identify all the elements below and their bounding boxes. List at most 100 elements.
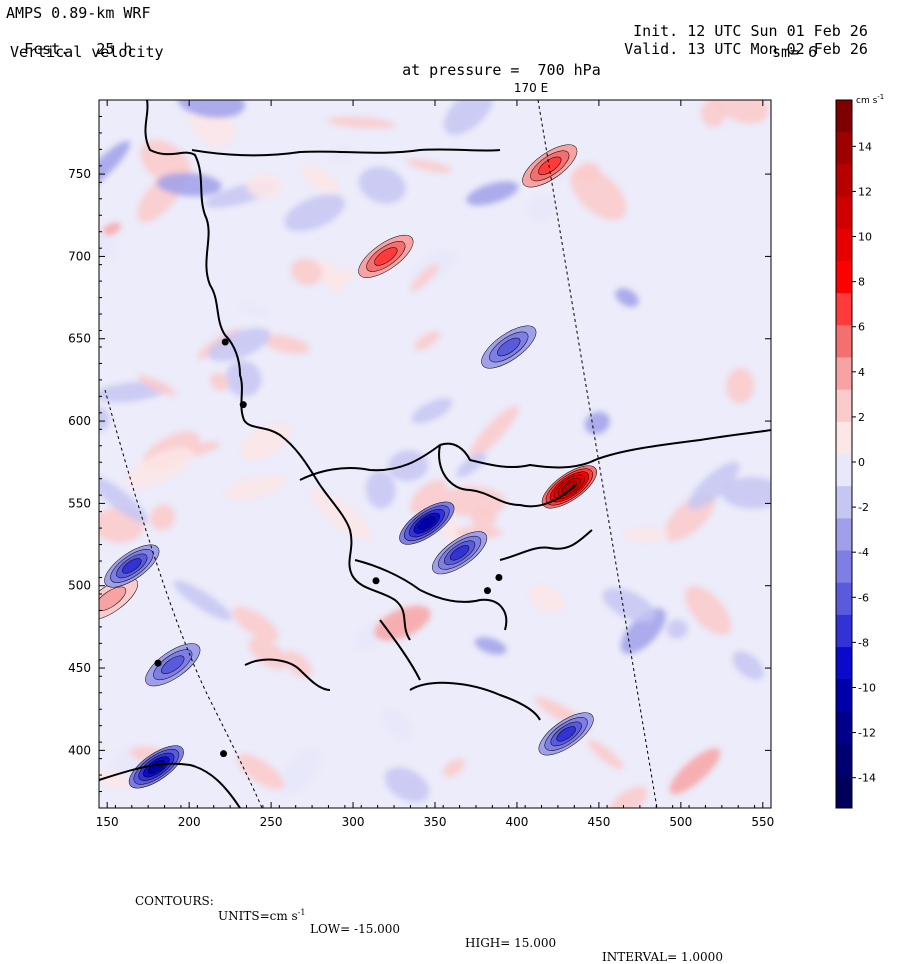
- y-tick-label: 750: [68, 167, 91, 181]
- colorbar-bin: [836, 743, 852, 777]
- colorbar-tick-label: 2: [858, 411, 865, 424]
- contours-high: HIGH= 15.000: [465, 936, 557, 950]
- station-marker: [221, 338, 229, 346]
- station-marker: [154, 659, 162, 667]
- colorbar-bin: [836, 357, 852, 391]
- meridian-label: 170 E: [514, 81, 548, 95]
- weak-motion-patch: [99, 770, 134, 789]
- weak-motion-patch: [284, 194, 345, 232]
- weak-motion-patch: [177, 100, 245, 119]
- weak-motion-patch: [410, 263, 440, 292]
- colorbar: 14 12 10 8 6 4 2 0 -2 -4 -6 -8 -10 -12 -14: [835, 99, 876, 809]
- valid-label: Valid.: [624, 40, 679, 58]
- colorbar-bin: [836, 228, 852, 262]
- colorbar-units: cm s-1: [856, 93, 884, 106]
- colorbar-bin: [836, 775, 852, 809]
- colorbar-bin: [836, 582, 852, 616]
- weak-motion-patch: [277, 747, 322, 796]
- weak-motion-patch: [290, 258, 323, 286]
- colorbar-tick-label: -12: [858, 727, 876, 740]
- colorbar-bin: [836, 486, 852, 519]
- weak-motion-patch: [602, 588, 656, 622]
- weak-motion-patch: [210, 372, 229, 391]
- station-marker: [495, 573, 503, 581]
- weak-motion-patch: [99, 475, 149, 523]
- feature-downdraft: [432, 531, 488, 575]
- station-marker: [483, 587, 491, 595]
- stations-layer: [154, 338, 503, 758]
- weak-motion-patch: [225, 360, 262, 397]
- colorbar-bin: [836, 711, 852, 745]
- fcst-value: 25 h: [96, 40, 133, 58]
- contours-units-exp: -1: [297, 908, 306, 917]
- weak-motion-patch: [224, 474, 286, 500]
- weak-motion-patch: [236, 753, 285, 790]
- strong-features: [99, 144, 597, 789]
- feature-contour: [161, 655, 185, 674]
- colorbar-bin: [836, 614, 852, 648]
- colorbar-tick-label: 14: [858, 140, 872, 153]
- weak-motion-patch: [443, 758, 465, 777]
- weak-motion-patch: [620, 608, 666, 655]
- contours-interval: INTERVAL= 1.0000: [602, 950, 723, 964]
- weak-motion-patch: [471, 506, 497, 530]
- weak-motion-patch: [232, 606, 279, 641]
- weak-motion-patch: [410, 479, 448, 515]
- feature-contour: [122, 558, 142, 574]
- colorbar-bin: [836, 389, 852, 423]
- colorbar-bin: [836, 164, 852, 198]
- weak-motion-patch: [327, 116, 395, 129]
- colorbar-tick-label: -2: [858, 501, 869, 514]
- colorbar-tick-label: 12: [858, 185, 872, 198]
- station-marker: [220, 750, 228, 758]
- contours-units-text: UNITS=cm s: [218, 909, 298, 923]
- weak-motion-patch: [721, 476, 771, 509]
- feature-contour: [556, 726, 576, 742]
- colorbar-bin: [836, 100, 852, 133]
- forecast-hour: Fcst. 25 h: [6, 22, 132, 58]
- fcst-label: Fcst.: [24, 40, 70, 58]
- contours-label: CONTOURS:: [135, 894, 214, 908]
- smoothing-value: sm= 6: [772, 43, 818, 61]
- contour-info: CONTOURS: UNITS=cm s-1 LOW= -15.000 HIGH…: [0, 880, 900, 964]
- colorbar-tick-label: 4: [858, 366, 865, 379]
- y-tick-label: 650: [68, 332, 91, 346]
- field-name: Vertical velocity: [10, 43, 164, 61]
- valid-value: 13 UTC Mon 02 Feb 26: [687, 40, 868, 58]
- weak-motion-patch: [725, 368, 755, 404]
- valid-time: Valid. 13 UTC Mon 02 Feb 26: [606, 22, 868, 58]
- x-tick-label: 150: [96, 815, 119, 829]
- weak-motion-patch: [99, 140, 131, 195]
- weak-motion-patch: [466, 181, 519, 206]
- weak-motion-patch: [469, 405, 519, 459]
- y-tick-label: 500: [68, 579, 91, 593]
- feature-updraft: [522, 144, 578, 188]
- weak-motion-patch: [388, 450, 429, 482]
- feature-contour: [418, 516, 436, 530]
- weak-motion-patch: [173, 580, 232, 621]
- weak-motion-patch: [528, 585, 565, 613]
- weak-motion-patch: [732, 651, 764, 680]
- colorbar-units-exp: -1: [877, 93, 884, 101]
- vertical-velocity-map: 150 200 250 300 350 400 450 500 550 400 450 500 550 6…: [68, 81, 884, 829]
- feature-downdraft: [399, 501, 455, 545]
- init-value: 12 UTC Sun 01 Feb 26: [687, 22, 868, 40]
- feature-contour: [374, 247, 398, 266]
- weak-motion-patch: [240, 423, 291, 461]
- feature-downdraft: [145, 643, 201, 687]
- weak-motion-patch: [706, 100, 769, 124]
- weak-motion-patch: [248, 637, 287, 670]
- pressure-value: 700 hPa: [537, 61, 601, 79]
- contours-low: LOW= -15.000: [310, 922, 401, 936]
- feature-downdraft: [104, 544, 160, 588]
- weak-motion-texture: [99, 100, 771, 808]
- colorbar-bin: [836, 260, 852, 294]
- x-tick-label: 500: [669, 815, 692, 829]
- weak-motion-patch: [669, 748, 721, 795]
- colorbar-tick-label: 8: [858, 276, 865, 289]
- weak-motion-patch: [615, 288, 639, 307]
- weak-motion-patch: [263, 334, 310, 354]
- colorbar-bin: [836, 647, 852, 680]
- colorbar-bin: [836, 421, 852, 455]
- weak-motion-patch: [283, 650, 312, 678]
